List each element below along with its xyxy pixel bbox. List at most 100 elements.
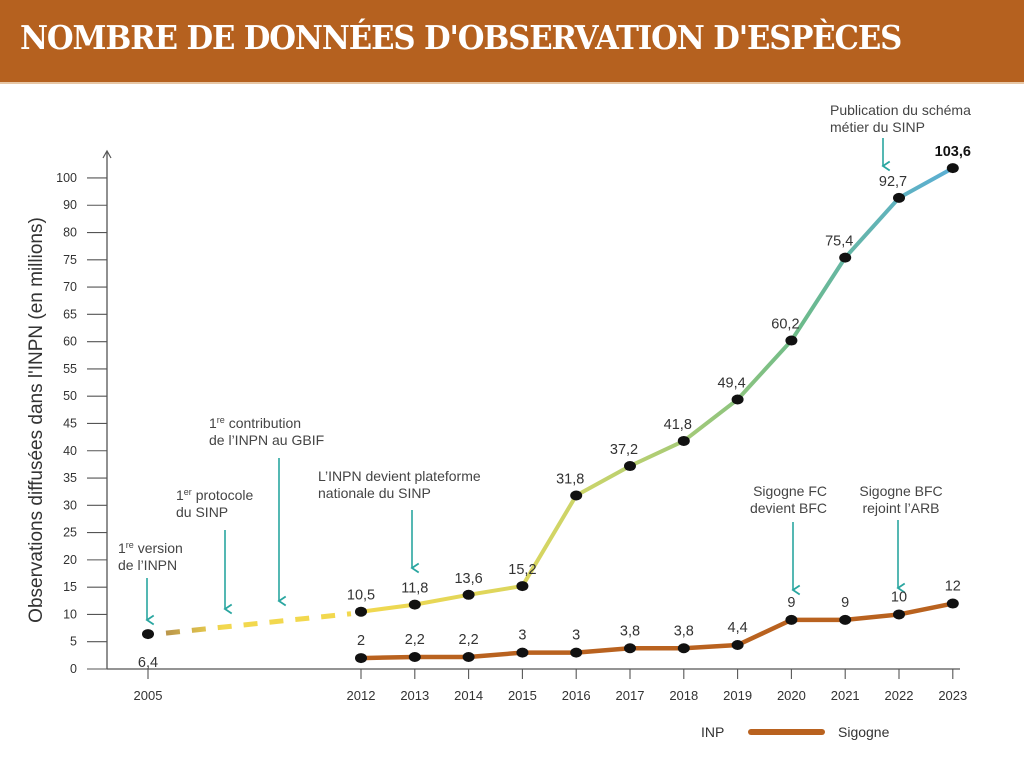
y-axis-arrow-icon <box>102 149 112 159</box>
y-axis-title: Observations diffusées dans l'INPN (en m… <box>26 217 47 623</box>
inp-marker <box>462 589 475 600</box>
inp-value-label: 15,2 <box>508 562 536 578</box>
inp-value-label: 37,2 <box>610 442 638 458</box>
annotation-sigogne-bfc: Sigogne FC devient BFC <box>750 483 827 516</box>
y-tick-label: 75 <box>63 253 77 267</box>
y-tick-label: 0 <box>70 662 77 676</box>
sigogne-value-label: 3,8 <box>674 623 694 639</box>
sigogne-marker <box>893 609 905 620</box>
sigogne-marker <box>946 598 959 609</box>
inp-marker <box>142 629 154 640</box>
annotation-schema-publication: Publication du schéma métier du SINP <box>830 102 971 135</box>
y-tick-label: 50 <box>63 389 77 403</box>
x-tick-label: 2019 <box>723 688 752 703</box>
inp-marker <box>516 581 529 592</box>
inp-value-label: 49,4 <box>717 375 745 391</box>
inp-marker <box>893 192 905 203</box>
inp-value-label: 103,6 <box>935 144 971 160</box>
y-tick-label: 5 <box>70 635 77 649</box>
sigogne-value-label: 3 <box>518 628 526 644</box>
inp-marker <box>677 435 690 446</box>
inp-value-label: 60,2 <box>771 317 799 333</box>
x-tick-label: 2020 <box>777 688 806 703</box>
inp-value-label: 10,5 <box>347 588 375 604</box>
inp-marker <box>785 335 798 346</box>
sigogne-value-label: 2,2 <box>459 632 479 648</box>
y-tick-label: 40 <box>63 444 77 458</box>
inp-line <box>360 166 954 614</box>
inp-marker <box>408 599 421 610</box>
sigogne-marker <box>785 614 798 625</box>
x-tick-label: 2023 <box>938 688 967 703</box>
y-ticks: 0 5 10 15 20 25 30 35 40 45 50 55 60 65 70 75 80 90 100 <box>56 171 107 676</box>
x-tick-label: 2022 <box>885 688 914 703</box>
y-tick-label: 65 <box>63 307 77 321</box>
legend: INP Sigogne <box>618 724 890 740</box>
x-tick-label: 2021 <box>831 688 860 703</box>
sigogne-marker <box>731 639 744 650</box>
legend-label-sigogne: Sigogne <box>838 724 890 740</box>
sigogne-marker <box>408 651 421 662</box>
sigogne-marker <box>462 651 475 662</box>
sigogne-marker <box>516 647 529 658</box>
series-inp <box>142 163 959 640</box>
inp-value-label: 31,8 <box>556 471 584 487</box>
y-tick-label: 60 <box>63 335 77 349</box>
sigogne-value-label: 2 <box>357 633 365 649</box>
sigogne-value-label: 3,8 <box>620 623 640 639</box>
sigogne-value-label: 9 <box>787 595 795 611</box>
y-tick-label: 20 <box>63 553 77 567</box>
sigogne-marker <box>570 647 583 658</box>
sigogne-value-label: 2,2 <box>405 632 425 648</box>
inp-dashed-segment <box>165 611 352 636</box>
sigogne-value-label: 9 <box>841 595 849 611</box>
inp-value-label: 13,6 <box>454 571 482 587</box>
inp-marker <box>570 490 583 501</box>
sigogne-marker <box>355 653 367 664</box>
sigogne-value-label: 4,4 <box>728 620 748 636</box>
sigogne-marker <box>677 643 690 654</box>
sigogne-marker <box>839 614 852 625</box>
series-sigogne <box>355 598 959 664</box>
annotation-sigogne-arb: Sigogne BFC rejoint l’ARB <box>859 483 942 516</box>
x-tick-label: 2015 <box>508 688 537 703</box>
data-labels: 6,4 10,5 11,8 13,6 15,2 31,8 37,2 41,8 49,4 60,2 7… <box>138 144 971 671</box>
inp-marker <box>731 394 744 405</box>
x-tick-label: 2017 <box>616 688 645 703</box>
legend-label-inp: INP <box>701 724 724 740</box>
annotation-first-protocol: 1er protocole du SINP <box>176 487 254 520</box>
y-tick-label: 80 <box>63 226 77 240</box>
sigogne-marker <box>624 643 636 654</box>
page-title: NOMBRE DE DONNÉES D'OBSERVATION D'ESPÈCE… <box>20 18 902 57</box>
y-tick-label: 90 <box>63 198 77 212</box>
inp-value-label: 41,8 <box>664 417 692 433</box>
y-tick-label: 55 <box>63 362 77 376</box>
annotation-first-version: 1re version de l’INPN <box>118 540 183 573</box>
y-tick-label: 45 <box>63 416 77 430</box>
inp-marker <box>624 461 636 472</box>
inp-value-label: 6,4 <box>138 655 158 671</box>
x-tick-label: 2016 <box>562 688 591 703</box>
y-tick-label: 35 <box>63 471 77 485</box>
x-ticks: 2005 2012 2013 2014 2015 2016 2017 2018 2019 2020… <box>134 669 967 703</box>
sigogne-value-label: 12 <box>945 579 961 595</box>
y-tick-label: 10 <box>63 607 77 621</box>
inp-value-label: 92,7 <box>879 174 907 190</box>
x-tick-label: 2013 <box>400 688 429 703</box>
sigogne-value-label: 10 <box>891 589 907 605</box>
sigogne-value-label: 3 <box>572 628 580 644</box>
annotation-first-gbif-contribution: 1re contribution de l’INPN au GBIF <box>209 415 324 448</box>
inp-marker <box>946 163 959 174</box>
axes <box>102 149 960 670</box>
inp-marker <box>839 252 852 263</box>
x-tick-label: 2018 <box>669 688 698 703</box>
x-tick-label: 2012 <box>347 688 376 703</box>
y-tick-label: 30 <box>63 498 77 512</box>
y-tick-label: 70 <box>63 280 77 294</box>
y-tick-label: 100 <box>56 171 77 185</box>
annotation-national-platform: L’INPN devient plateforme nationale du SI… <box>318 468 481 501</box>
inp-value-label: 11,8 <box>401 581 428 597</box>
inp-value-label: 75,4 <box>825 234 853 250</box>
annotations: 1re version de l’INPN 1er protocole du SIN… <box>118 102 971 626</box>
